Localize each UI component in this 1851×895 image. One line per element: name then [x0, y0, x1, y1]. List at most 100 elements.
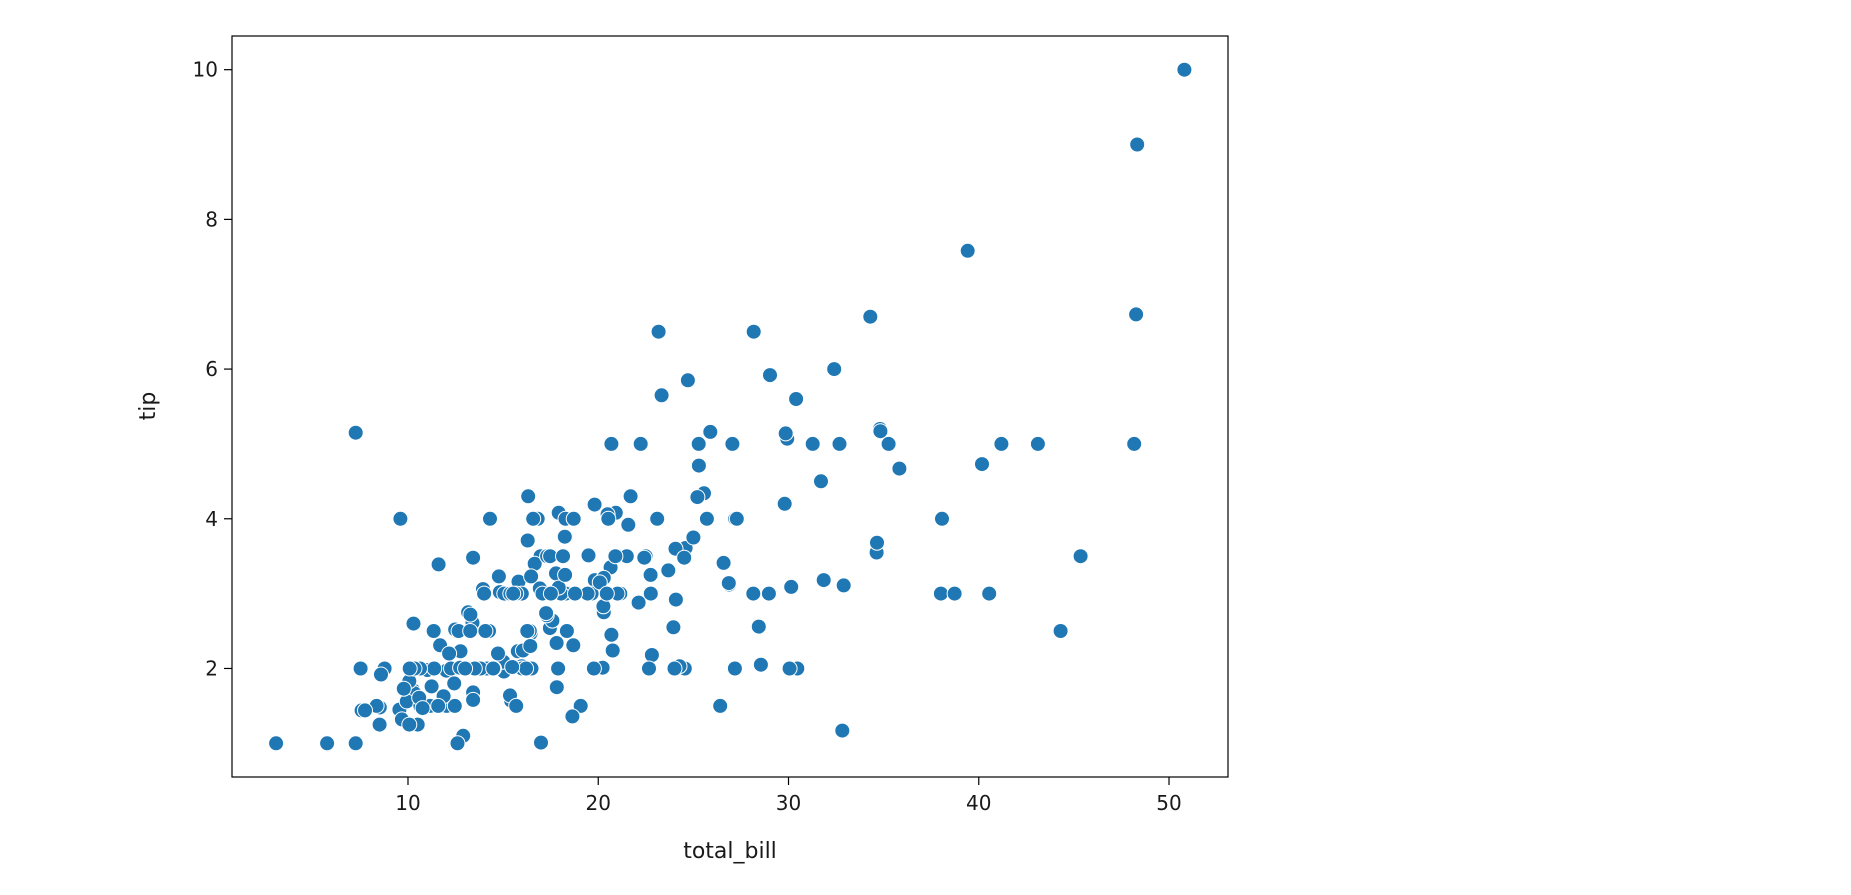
data-point — [1029, 435, 1046, 452]
data-point — [728, 510, 745, 527]
data-point — [643, 647, 660, 663]
data-point — [519, 623, 536, 639]
data-point — [565, 637, 582, 654]
data-point — [636, 549, 653, 566]
data-point — [667, 591, 684, 608]
data-point — [641, 660, 657, 677]
x-tick-label: 20 — [586, 791, 611, 815]
data-point — [462, 623, 479, 639]
data-point — [423, 678, 440, 695]
data-point — [690, 435, 707, 452]
data-point — [352, 660, 369, 677]
data-point — [974, 456, 990, 473]
data-point — [482, 510, 498, 527]
data-point — [604, 642, 621, 659]
data-point — [1052, 623, 1069, 639]
data-point — [558, 623, 575, 639]
data-point — [477, 623, 494, 639]
data-point — [869, 534, 885, 551]
data-point — [401, 660, 418, 677]
data-point — [505, 585, 522, 602]
data-point — [519, 532, 536, 549]
data-point — [557, 566, 574, 583]
data-point — [834, 722, 851, 739]
data-point — [726, 660, 743, 677]
data-point — [776, 495, 793, 512]
data-point — [642, 566, 659, 583]
data-point — [685, 529, 702, 546]
data-point — [556, 528, 573, 545]
data-point — [430, 697, 447, 714]
data-point — [476, 585, 493, 602]
data-point — [762, 367, 778, 384]
data-point — [993, 435, 1010, 452]
data-point — [946, 585, 963, 602]
data-point — [268, 735, 285, 752]
data-point — [826, 361, 843, 378]
data-point — [620, 516, 637, 533]
data-point — [653, 387, 670, 404]
data-point — [665, 619, 682, 636]
data-point — [630, 594, 647, 611]
data-point — [959, 242, 976, 259]
data-point — [426, 660, 443, 677]
data-point — [347, 735, 364, 752]
data-point — [702, 423, 719, 440]
data-point — [649, 510, 666, 527]
data-point — [607, 548, 624, 565]
data-point — [504, 659, 521, 675]
data-point — [745, 323, 762, 340]
data-point — [622, 488, 639, 505]
y-tick-label: 8 — [205, 207, 218, 231]
data-point — [872, 423, 889, 440]
data-point — [425, 623, 442, 639]
data-point — [401, 716, 418, 733]
data-point — [804, 435, 821, 452]
data-point — [891, 460, 908, 477]
data-point — [712, 697, 729, 714]
data-point — [745, 585, 762, 602]
data-point — [525, 510, 542, 527]
data-point — [395, 680, 412, 697]
data-point — [405, 615, 422, 632]
data-point — [1129, 136, 1146, 153]
data-point — [1126, 435, 1143, 452]
data-point — [319, 735, 336, 752]
data-point — [373, 666, 389, 683]
data-point — [522, 638, 539, 654]
data-point — [690, 457, 707, 474]
data-point — [446, 697, 463, 714]
data-point — [465, 549, 482, 566]
data-point — [598, 585, 615, 602]
data-point — [430, 556, 447, 573]
data-point — [642, 585, 659, 602]
data-point — [650, 323, 667, 340]
data-point — [603, 626, 620, 643]
x-tick-label: 40 — [966, 791, 991, 815]
data-point — [781, 660, 798, 677]
data-point — [750, 618, 767, 635]
data-point — [548, 679, 565, 696]
y-axis-label: tip — [136, 392, 161, 421]
data-points — [268, 61, 1193, 752]
data-point — [462, 606, 479, 623]
data-point — [831, 435, 848, 452]
data-point — [586, 496, 603, 513]
data-point — [1072, 548, 1089, 565]
data-point — [932, 585, 949, 602]
data-point — [666, 660, 683, 677]
y-tick-label: 10 — [193, 58, 218, 82]
data-point — [603, 435, 620, 452]
data-point — [572, 697, 589, 714]
data-point — [347, 424, 364, 441]
data-point — [542, 585, 559, 602]
y-axis-ticks: 2 4 6 8 10 — [193, 58, 232, 680]
data-point — [660, 562, 677, 579]
data-point — [564, 708, 581, 725]
data-point — [815, 572, 832, 589]
data-point — [392, 510, 409, 527]
data-point — [533, 734, 549, 751]
data-point — [1128, 306, 1145, 323]
y-tick-label: 6 — [205, 357, 218, 381]
data-point — [538, 605, 555, 622]
